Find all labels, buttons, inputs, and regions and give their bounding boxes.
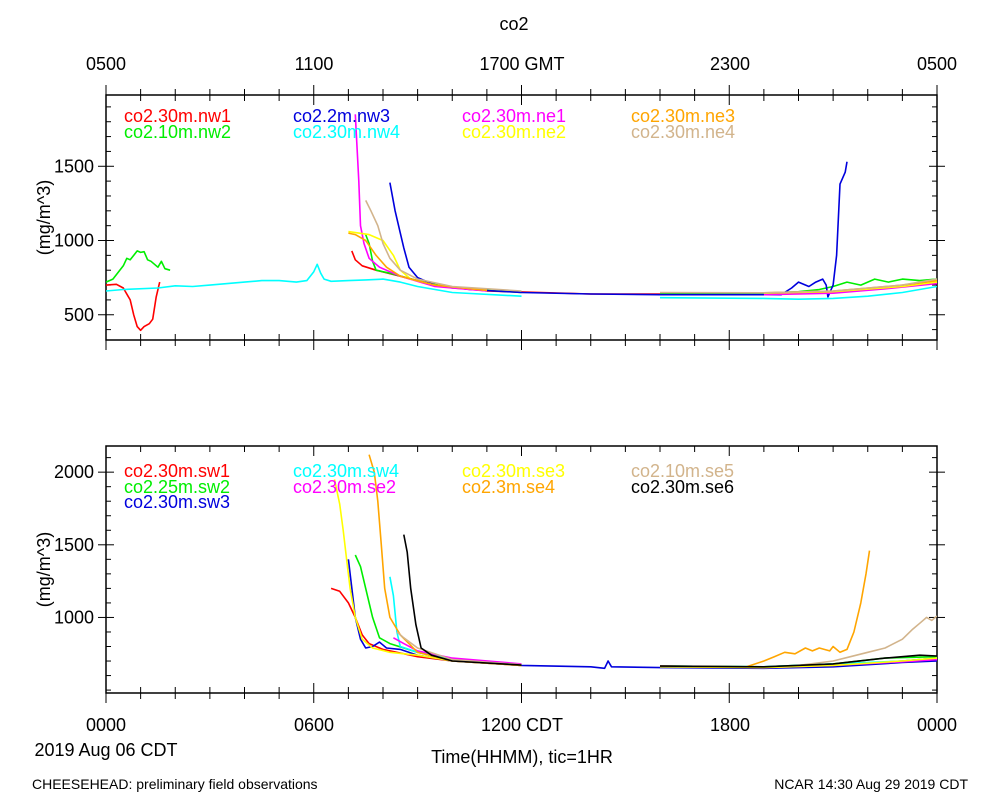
legend-entry-co2-30m-nw1: co2.30m.nw1 xyxy=(124,106,231,126)
chart-title: co2 xyxy=(499,14,528,34)
y-axis-title: (mg/m^3) xyxy=(34,532,54,607)
x-tick-label-2: 1200 CDT xyxy=(481,715,563,735)
legend-entry-co2-10m-se5: co2.10m.se5 xyxy=(631,461,734,481)
series-line-co2-30m-sw4 xyxy=(389,576,937,668)
legend-entry-co2-2m-nw3: co2.2m.nw3 xyxy=(293,106,390,126)
series-line-co2-30m-se6 xyxy=(403,534,937,668)
legend-entry-co2-30m-ne2: co2.30m.ne2 xyxy=(462,122,566,142)
series-line-co2-30m-se3 xyxy=(333,479,937,669)
legend-entry-co2-30m-sw4: co2.30m.sw4 xyxy=(293,461,399,481)
series-line-co2-30m-ne4 xyxy=(364,200,937,294)
footer-left: CHEESEHEAD: preliminary field observatio… xyxy=(32,776,318,792)
series-line-co2-10m-se5 xyxy=(396,615,937,667)
bottom-panel: 1000 1500 2000 (mg/m^3) co2.30m.sw1co2.25m.s… xyxy=(34,445,945,703)
x-axis-title: Time(HHMM), tic=1HR xyxy=(431,747,613,767)
top-axis-label-4: 0500 xyxy=(917,54,957,74)
legend-entry-co2-30m-nw4: co2.30m.nw4 xyxy=(293,122,400,142)
x-tick-label-3: 1800 xyxy=(710,715,750,735)
top-panel: 500 1000 1500(mg/m^3) co2.30m.nw1co2.10m.nw… xyxy=(34,85,945,350)
top-axis-label-0: 0500 xyxy=(86,54,126,74)
legend-entry-co2-30m-se3: co2.30m.se3 xyxy=(462,461,565,481)
legend-entry-co2-3m-se4: co2.3m.se4 xyxy=(462,477,555,497)
y-axis-title: (mg/m^3) xyxy=(34,180,54,255)
top-axis-label-2: 1700 GMT xyxy=(479,54,564,74)
series-line-co2-25m-sw2 xyxy=(354,554,937,668)
legend-entry-co2-30m-se6: co2.30m.se6 xyxy=(631,477,734,497)
y-tick-label: 1500 xyxy=(54,535,94,555)
legend-entry-co2-30m-sw3: co2.30m.sw3 xyxy=(124,492,230,512)
legend-entry-co2-30m-ne3: co2.30m.ne3 xyxy=(631,106,735,126)
series-line-co2-2m-nw3 xyxy=(389,161,848,298)
x-tick-label-4: 0000 xyxy=(917,715,957,735)
legend-entry-co2-25m-sw2: co2.25m.sw2 xyxy=(124,477,230,497)
legend-entry-co2-30m-ne1: co2.30m.ne1 xyxy=(462,106,566,126)
x-tick-label-1: 0600 xyxy=(294,715,334,735)
footer-right: NCAR 14:30 Aug 29 2019 CDT xyxy=(774,776,968,792)
x-tick-label-0: 0000 xyxy=(86,715,126,735)
series-line-co2-3m-se4 xyxy=(368,454,871,668)
y-tick-label: 500 xyxy=(64,305,94,325)
legend-entry-co2-30m-se2: co2.30m.se2 xyxy=(293,477,396,497)
series-line-co2-30m-sw3 xyxy=(347,559,937,670)
top-axis-label-1: 1100 xyxy=(295,54,334,74)
y-tick-label: 1000 xyxy=(54,607,94,627)
legend-entry-co2-10m-nw2: co2.10m.nw2 xyxy=(124,122,231,142)
series-line-co2-30m-nw4 xyxy=(106,263,937,300)
date-label: 2019 Aug 06 CDT xyxy=(34,740,177,760)
y-tick-label: 1000 xyxy=(54,231,94,251)
legend-entry-co2-30m-ne4: co2.30m.ne4 xyxy=(631,122,735,142)
y-tick-label: 2000 xyxy=(54,462,94,482)
y-tick-label: 1500 xyxy=(54,156,94,176)
legend-entry-co2-30m-sw1: co2.30m.sw1 xyxy=(124,461,230,481)
top-axis-label-3: 2300 xyxy=(710,54,750,74)
